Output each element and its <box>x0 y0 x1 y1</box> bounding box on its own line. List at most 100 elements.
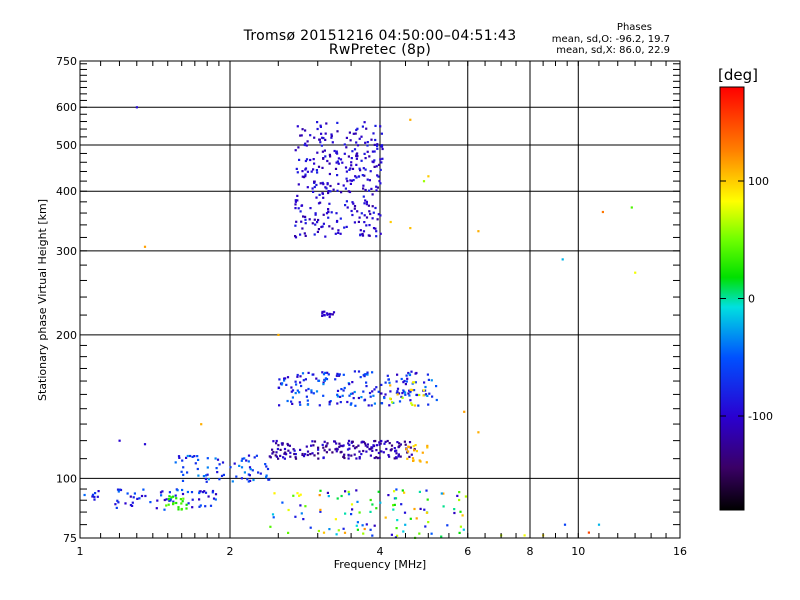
data-point <box>411 388 414 392</box>
data-point <box>287 444 290 447</box>
data-point <box>409 517 412 520</box>
data-point <box>279 454 282 457</box>
data-point <box>302 455 306 458</box>
data-point <box>204 491 208 494</box>
data-point <box>304 142 307 145</box>
data-point <box>174 494 177 497</box>
data-point <box>409 446 412 449</box>
data-point <box>221 461 225 464</box>
data-point <box>281 501 284 504</box>
data-point <box>362 532 365 535</box>
data-point <box>255 454 258 457</box>
data-point <box>396 441 399 444</box>
data-point <box>322 446 325 449</box>
data-point <box>216 458 220 461</box>
data-point <box>410 402 413 405</box>
data-point <box>155 507 158 510</box>
data-point <box>186 490 189 494</box>
data-point <box>346 448 350 451</box>
data-point <box>323 440 326 443</box>
data-point <box>322 196 325 199</box>
data-point <box>376 218 379 221</box>
data-point <box>313 454 316 457</box>
data-point <box>311 187 314 190</box>
y-tick-label: 75 <box>63 532 77 545</box>
data-point <box>245 459 248 462</box>
data-point <box>426 446 429 449</box>
data-point <box>304 167 308 170</box>
data-point <box>312 190 315 193</box>
data-point <box>238 464 241 467</box>
data-point <box>373 388 376 391</box>
data-point <box>355 489 358 492</box>
data-point <box>295 167 298 170</box>
data-point <box>364 199 367 202</box>
data-point <box>343 386 346 390</box>
data-point <box>118 488 122 491</box>
y-tick-label: 600 <box>56 101 77 114</box>
data-point <box>352 202 355 205</box>
data-point <box>299 504 302 507</box>
data-point <box>375 165 378 168</box>
data-point <box>294 224 297 227</box>
data-point <box>185 507 188 510</box>
data-point <box>218 478 221 481</box>
data-point <box>180 507 183 511</box>
data-point <box>319 508 322 511</box>
data-point <box>334 448 337 451</box>
data-point <box>410 370 413 373</box>
data-point <box>329 190 332 193</box>
data-point <box>251 469 254 472</box>
data-point <box>301 227 304 230</box>
data-point <box>338 445 341 448</box>
colorbar-tick-label: 100 <box>748 175 769 188</box>
data-point <box>319 125 322 128</box>
data-point <box>156 499 159 502</box>
data-point <box>347 190 350 193</box>
data-point <box>83 493 86 497</box>
data-point <box>268 478 271 481</box>
data-point <box>337 529 340 532</box>
data-point <box>319 510 322 513</box>
data-point <box>296 125 299 128</box>
data-point <box>349 403 352 406</box>
data-point <box>165 504 168 507</box>
data-point <box>355 457 358 460</box>
data-point <box>373 150 376 153</box>
data-point <box>408 455 411 458</box>
data-point <box>354 132 357 135</box>
data-point <box>275 442 278 445</box>
data-point <box>363 442 367 445</box>
data-point <box>317 529 320 533</box>
data-point <box>279 448 282 451</box>
data-point <box>336 219 339 223</box>
data-point <box>371 503 374 506</box>
data-point <box>463 410 466 413</box>
data-point <box>352 444 355 448</box>
data-point <box>277 333 280 336</box>
data-point <box>91 493 95 496</box>
data-point <box>115 506 118 509</box>
colorbar-tick-label: -100 <box>748 410 773 423</box>
data-point <box>202 475 205 478</box>
y-tick-label: 300 <box>56 245 77 258</box>
data-point <box>345 136 348 139</box>
data-point <box>424 393 428 396</box>
data-point <box>458 531 461 534</box>
data-point <box>362 230 366 233</box>
data-point <box>347 442 350 445</box>
data-point <box>340 388 343 391</box>
data-point <box>394 536 397 539</box>
data-point <box>361 440 364 443</box>
data-point <box>294 203 297 206</box>
data-point <box>360 159 363 162</box>
data-point <box>363 527 366 531</box>
data-point <box>634 271 637 274</box>
data-point <box>380 392 383 395</box>
y-tick-label: 200 <box>56 329 77 342</box>
data-point <box>410 453 413 456</box>
data-point <box>324 132 327 135</box>
data-point <box>427 175 430 178</box>
data-point <box>406 377 409 380</box>
data-point <box>357 220 360 223</box>
